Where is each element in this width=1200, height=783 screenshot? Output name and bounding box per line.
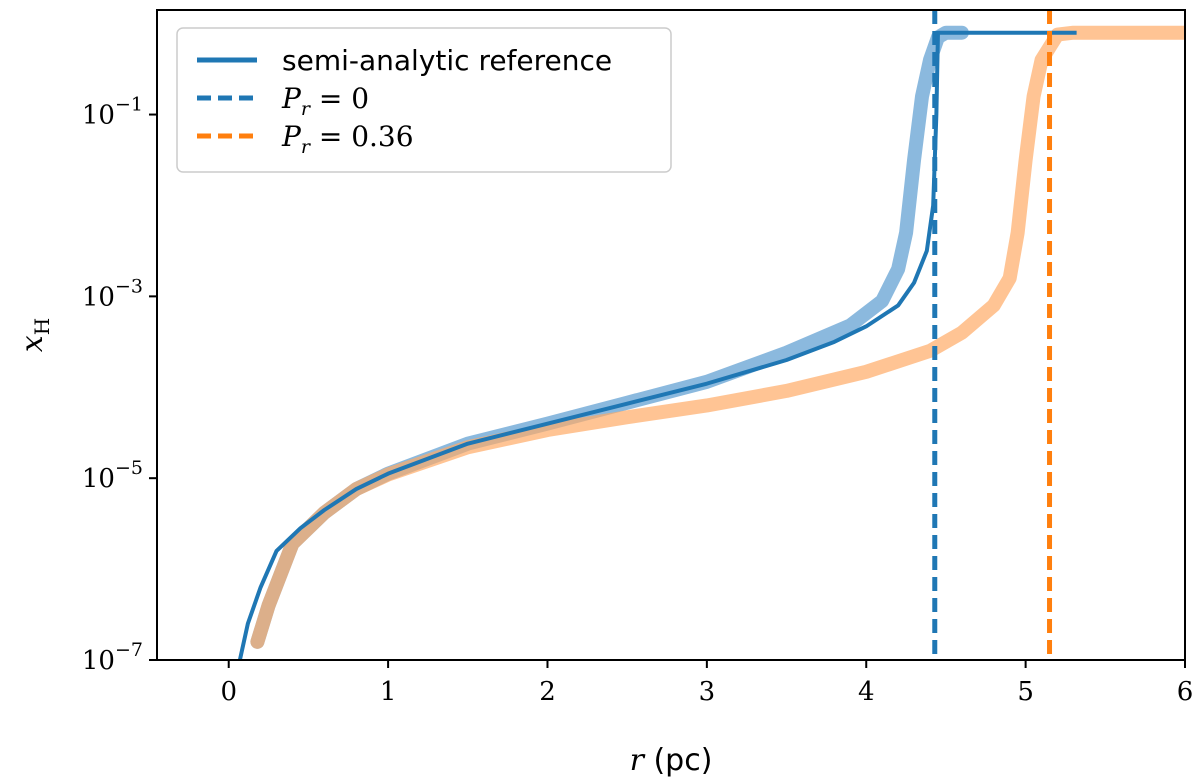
x-tick-label: 3 bbox=[699, 677, 716, 707]
plot-frame bbox=[156, 9, 1186, 661]
legend-label-2: Pr = 0 bbox=[281, 82, 369, 120]
legend-label-1: semi-analytic reference bbox=[282, 44, 612, 77]
x-tick-label: 1 bbox=[380, 677, 397, 707]
legend: semi-analytic reference Pr = 0Pr = 0.36 bbox=[176, 27, 672, 173]
x-tick-label: 5 bbox=[1017, 677, 1034, 707]
x-tick-label: 6 bbox=[1177, 677, 1194, 707]
x-tick-label: 4 bbox=[858, 677, 875, 707]
plot-area bbox=[237, 10, 1185, 660]
y-axis: 10−1 10−3 10−5 10−7 bbox=[82, 94, 157, 676]
legend-label-3: Pr = 0.36 bbox=[281, 120, 414, 158]
legend-box bbox=[176, 27, 672, 173]
y-axis-label: xH bbox=[15, 318, 54, 352]
x-axis: 0 1 2 3 4 5 6 bbox=[220, 660, 1193, 707]
y-tick-label: 10−7 bbox=[82, 639, 143, 676]
y-tick-label: 10−1 bbox=[82, 94, 143, 131]
x-tick-label: 0 bbox=[220, 677, 237, 707]
y-tick-label: 10−3 bbox=[82, 275, 143, 312]
x-tick-label: 2 bbox=[539, 677, 556, 707]
y-tick-label: 10−5 bbox=[82, 457, 143, 494]
x-axis-label: r (pc) bbox=[630, 743, 713, 778]
